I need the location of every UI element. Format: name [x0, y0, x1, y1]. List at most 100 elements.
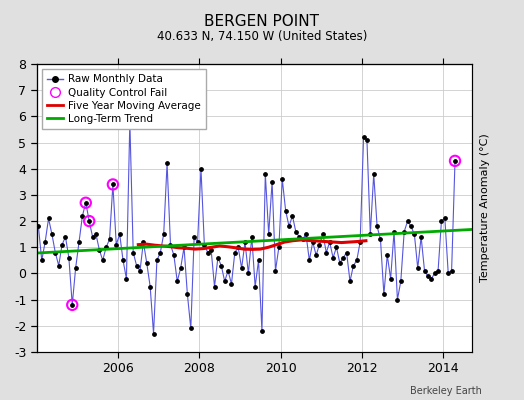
- Point: [420, 268, 429, 274]
- Point: [302, 231, 310, 237]
- Point: [241, 239, 249, 245]
- Point: [322, 249, 331, 256]
- Point: [325, 239, 334, 245]
- Point: [309, 239, 317, 245]
- Point: [336, 260, 344, 266]
- Point: [197, 166, 205, 172]
- Point: [54, 262, 63, 269]
- Point: [248, 234, 256, 240]
- Point: [129, 249, 137, 256]
- Point: [207, 247, 215, 253]
- Point: [393, 296, 401, 303]
- Point: [288, 213, 297, 219]
- Point: [34, 223, 42, 230]
- Point: [203, 249, 212, 256]
- Point: [329, 254, 337, 261]
- Point: [217, 262, 225, 269]
- Point: [48, 231, 56, 237]
- Point: [82, 200, 90, 206]
- Point: [156, 249, 165, 256]
- Point: [451, 158, 459, 164]
- Point: [332, 244, 341, 250]
- Point: [268, 179, 276, 185]
- Point: [380, 291, 388, 298]
- Point: [99, 257, 107, 264]
- Point: [146, 283, 155, 290]
- Point: [115, 231, 124, 237]
- Point: [397, 278, 405, 284]
- Point: [95, 247, 104, 253]
- Point: [258, 328, 266, 334]
- Point: [105, 236, 114, 243]
- Point: [383, 252, 391, 258]
- Point: [227, 281, 236, 287]
- Point: [278, 176, 287, 182]
- Point: [38, 257, 46, 264]
- Point: [315, 242, 324, 248]
- Point: [92, 231, 100, 237]
- Point: [441, 215, 449, 222]
- Point: [119, 257, 127, 264]
- Point: [68, 302, 77, 308]
- Point: [126, 118, 134, 125]
- Point: [403, 218, 412, 224]
- Point: [152, 257, 161, 264]
- Point: [61, 234, 70, 240]
- Point: [353, 257, 361, 264]
- Point: [363, 137, 371, 143]
- Point: [51, 249, 60, 256]
- Legend: Raw Monthly Data, Quality Control Fail, Five Year Moving Average, Long-Term Tren: Raw Monthly Data, Quality Control Fail, …: [42, 69, 206, 129]
- Point: [298, 236, 307, 243]
- Point: [292, 228, 300, 235]
- Text: 40.633 N, 74.150 W (United States): 40.633 N, 74.150 W (United States): [157, 30, 367, 43]
- Point: [166, 242, 174, 248]
- Point: [373, 223, 381, 230]
- Point: [102, 244, 110, 250]
- Point: [136, 268, 144, 274]
- Point: [407, 223, 415, 230]
- Point: [221, 278, 229, 284]
- Point: [108, 181, 117, 188]
- Point: [261, 171, 269, 177]
- Point: [187, 325, 195, 332]
- Point: [85, 218, 93, 224]
- Point: [45, 215, 53, 222]
- Point: [275, 244, 283, 250]
- Point: [444, 270, 452, 277]
- Point: [183, 291, 192, 298]
- Point: [369, 171, 378, 177]
- Point: [112, 242, 121, 248]
- Point: [173, 278, 181, 284]
- Point: [108, 181, 117, 188]
- Point: [447, 268, 456, 274]
- Point: [224, 268, 232, 274]
- Y-axis label: Temperature Anomaly (°C): Temperature Anomaly (°C): [480, 134, 490, 282]
- Point: [271, 268, 280, 274]
- Point: [359, 134, 368, 140]
- Point: [122, 276, 130, 282]
- Point: [339, 254, 347, 261]
- Point: [346, 278, 354, 284]
- Point: [163, 160, 171, 167]
- Point: [82, 200, 90, 206]
- Point: [210, 283, 219, 290]
- Text: Berkeley Earth: Berkeley Earth: [410, 386, 482, 396]
- Point: [133, 262, 141, 269]
- Point: [64, 254, 73, 261]
- Point: [254, 257, 263, 264]
- Point: [437, 218, 445, 224]
- Point: [41, 239, 49, 245]
- Point: [126, 118, 134, 125]
- Point: [400, 228, 408, 235]
- Point: [417, 234, 425, 240]
- Point: [427, 276, 435, 282]
- Point: [366, 231, 375, 237]
- Point: [237, 265, 246, 272]
- Text: BERGEN POINT: BERGEN POINT: [204, 14, 320, 29]
- Point: [75, 239, 83, 245]
- Point: [349, 262, 357, 269]
- Point: [342, 249, 351, 256]
- Point: [180, 244, 188, 250]
- Point: [376, 236, 385, 243]
- Point: [58, 242, 66, 248]
